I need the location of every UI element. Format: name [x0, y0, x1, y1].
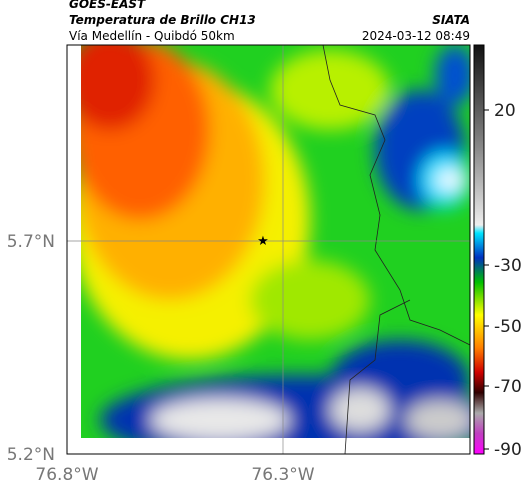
source: SIATA	[432, 13, 470, 27]
colorbar	[473, 44, 485, 455]
border-line	[322, 45, 470, 346]
colorbar-label: -70	[494, 377, 522, 397]
satellite: GOES-EAST	[69, 0, 146, 11]
datetime: 2024-03-12 08:49	[362, 29, 470, 43]
title: Temperatura de Brillo CH13	[69, 13, 256, 27]
lat-label: 5.2°N	[7, 445, 55, 465]
lat-label: 5.7°N	[7, 232, 55, 252]
colorbar-label: 20	[494, 101, 516, 121]
colorbar-label: -90	[494, 440, 522, 460]
colorbar-ticks	[484, 109, 489, 450]
colorbar-label: -30	[494, 256, 522, 276]
satellite-image: ★	[67, 45, 470, 454]
border-line	[344, 299, 411, 454]
map-frame	[66, 44, 471, 455]
lon-label: 76.3°W	[251, 465, 314, 485]
lon-label: 76.8°W	[35, 465, 98, 485]
subtitle: Vía Medellín - Quibdó 50km	[69, 29, 235, 43]
colorbar-label: -50	[494, 317, 522, 337]
location-star: ★	[257, 234, 269, 249]
